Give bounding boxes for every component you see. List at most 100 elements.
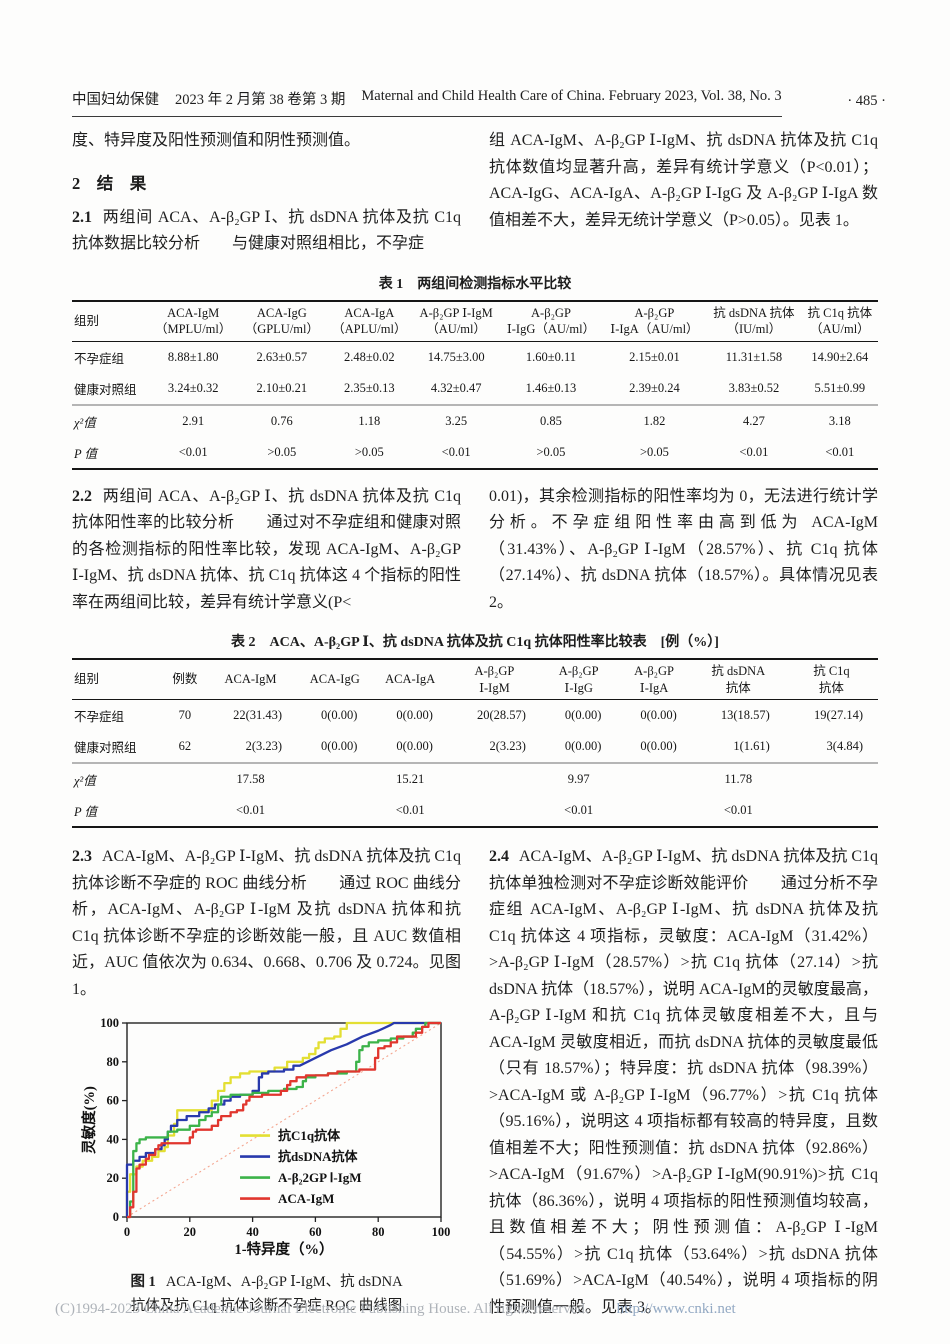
column-header: A-β₂GP Ⅰ-IgM （AU/ml）	[413, 300, 500, 342]
roc-curve-ACA-IgM	[126, 1021, 441, 1219]
band-c: 2.3 ACA-IgM、A-β₂GP Ⅰ-IgM、抗 dsDNA 抗体及抗 C1q…	[72, 844, 878, 1321]
figure-caption-line1: 图 1 ACA-IgM、A-β₂GP Ⅰ-IgM、抗 dsDNA	[130, 1270, 402, 1294]
table-cell: 14.90±2.64	[811, 349, 869, 364]
column-header: 组别	[72, 659, 166, 700]
svg-text:100: 100	[431, 1225, 450, 1239]
table-cell: >0.05	[536, 444, 566, 459]
table-cell: 0(0.00)	[564, 708, 602, 722]
row-label: χ²值	[72, 762, 166, 795]
table-cell	[166, 795, 204, 827]
table-cell: 2.15±0.01	[629, 349, 680, 364]
table-cell: >0.05	[639, 444, 669, 459]
column-header: ACA-IgM	[203, 659, 298, 700]
table1-block: 表 1 两组间检测指标水平比较 组别 ACA-IgM （MPLU/ml） ACA-Ig…	[72, 273, 878, 470]
table2-container: 组别 例数 ACA-IgM ACA-IgG ACA-IgA A-β₂GP Ⅰ-IgM A-β₂…	[72, 658, 878, 828]
roc-curve-抗C1q抗体	[125, 1021, 441, 1217]
axis-ticks: 0 20 40 60 80 100 0 20 40 60 80 100	[100, 1016, 450, 1239]
table-cell: 1(1.61)	[733, 739, 770, 753]
journal-header-line: 中国妇幼保健 2023 年 2 月第 38 卷第 3 期 Maternal an…	[72, 88, 782, 117]
section-2-3-text: ACA-IgM、A-β₂GP Ⅰ-IgM、抗 dsDNA 抗体及抗 C1q 抗体…	[72, 848, 462, 998]
column-header: ACA-IgA	[372, 659, 448, 700]
table1-container: 组别 ACA-IgM （MPLU/ml） ACA-IgG （GPLU/ml） ACA-Ig…	[72, 299, 878, 470]
svg-text:20: 20	[106, 1171, 119, 1185]
table-row: 健康对照组 3.24±0.32 2.10±0.21 2.35±0.13 4.32±0.4…	[72, 373, 878, 405]
paragraph-intro-tail: 度、特异度及阳性预测值和阴性预测值。	[72, 132, 361, 149]
journal-title-cn: 中国妇幼保健	[72, 92, 159, 108]
table-cell: >0.05	[267, 444, 297, 459]
table-cell: 19(27.14)	[814, 708, 863, 722]
band-b-right-column: 0.01)，其余检测指标的阳性率均为 0，无法进行统计学分析。不孕症组阳性率由高…	[489, 484, 878, 617]
table-cell: >0.05	[354, 444, 384, 459]
table-cell: <0.01	[236, 803, 265, 817]
column-header: 抗 C1q 抗体 （AU/ml）	[801, 300, 878, 342]
svg-text:20: 20	[183, 1225, 196, 1239]
table-cell: <0.01	[564, 803, 594, 817]
section-2-3-number: 2.3	[72, 848, 92, 865]
section-2-4-paragraph: 2.4 ACA-IgM、A-β₂GP Ⅰ-IgM、抗 dsDNA 抗体及抗 C1q…	[489, 844, 878, 1321]
table-cell: <0.01	[395, 803, 425, 817]
column-header: 抗 dsDNA 抗体	[691, 659, 785, 700]
column-header: 例数	[165, 659, 204, 700]
table-cell: 9.97	[540, 762, 617, 795]
roc-curve-A-β₂2GP Ⅰ-IgM	[126, 1021, 441, 1219]
table-row: 不孕症组 70 22(31.43) 0(0.00) 0(0.00) 20(28.57) 0(…	[72, 700, 878, 732]
row-label: P 值	[74, 446, 98, 461]
table-cell: <0.01	[825, 444, 855, 459]
figure-caption-text1: ACA-IgM、A-β₂GP Ⅰ-IgM、抗 dsDNA	[165, 1274, 403, 1290]
svg-text:60: 60	[309, 1225, 322, 1239]
section-2-1-continuation: 组 ACA-IgM、A-β₂GP Ⅰ-IgM、抗 dsDNA 抗体及抗 C1q …	[489, 132, 878, 229]
table-cell: 1.46±0.13	[525, 380, 577, 395]
svg-text:100: 100	[100, 1016, 119, 1030]
table-cell: 1.82	[602, 403, 707, 437]
table-cell: 2.48±0.02	[344, 349, 395, 364]
table-cell: 0(0.00)	[640, 739, 677, 753]
cnki-url-link[interactable]: http://www.cnki.net	[616, 1301, 736, 1317]
column-header: ACA-IgM （MPLU/ml）	[148, 300, 239, 342]
svg-text:抗C1q抗体: 抗C1q抗体	[278, 1128, 341, 1143]
row-label: 不孕症组	[74, 710, 125, 724]
table-cell: 15.21	[372, 762, 448, 795]
table-cell: 20(28.57)	[476, 708, 526, 722]
svg-text:40: 40	[106, 1132, 119, 1146]
section-2-3-paragraph: 2.3 ACA-IgM、A-β₂GP Ⅰ-IgM、抗 dsDNA 抗体及抗 C1q…	[72, 844, 461, 1003]
column-header: A-β₂GP Ⅰ-IgG	[540, 659, 617, 700]
x-axis-label: 1-特异度（%）	[234, 1240, 333, 1258]
plot-border	[125, 1022, 442, 1218]
table-cell: 13(18.57)	[720, 708, 770, 722]
page-footer: (C)1994-2023 China Academic Journal Elec…	[55, 1301, 736, 1318]
table-row: 不孕症组 8.88±1.80 2.63±0.57 2.48±0.02 14.75±3.0…	[72, 341, 878, 373]
table-cell: <0.01	[723, 803, 753, 817]
section-2-2-paragraph: 2.2 两组间 ACA、A-β₂GP Ⅰ、抗 dsDNA 抗体及抗 C1q 抗体阳…	[72, 484, 461, 617]
table-row: χ²值 2.91 0.76 1.18 3.25 0.85 1.82 4.27 3.18	[72, 403, 878, 437]
page-header: 中国妇幼保健 2023 年 2 月第 38 卷第 3 期 Maternal an…	[72, 88, 886, 117]
y-axis-label: 灵敏度(%)	[81, 1086, 98, 1154]
table-cell: 14.75±3.00	[427, 349, 485, 364]
table1-title: 表 1 两组间检测指标水平比较	[378, 276, 572, 292]
table-cell	[616, 795, 691, 827]
table-cell: 3(4.84)	[826, 739, 863, 753]
table1: 组别 ACA-IgM （MPLU/ml） ACA-IgG （GPLU/ml） ACA-Ig…	[72, 299, 878, 470]
table-cell: <0.01	[178, 444, 208, 459]
table-cell: 0.76	[238, 403, 326, 437]
table-cell: 0(0.00)	[640, 708, 677, 722]
table-cell	[616, 762, 692, 795]
table-cell: 1.60±0.11	[525, 349, 577, 364]
table-cell: 8.88±1.80	[167, 349, 219, 364]
table-cell: 0(0.00)	[321, 708, 358, 722]
diagonal-reference-line	[126, 1022, 441, 1218]
table-cell	[297, 762, 373, 795]
figure-caption-line2: 抗体及抗 C1q 抗体诊断不孕症 ROC 曲线图	[130, 1298, 403, 1314]
table-cell: 4.27	[706, 403, 802, 437]
section-2-2-text: 两组间 ACA、A-β₂GP Ⅰ、抗 dsDNA 抗体及抗 C1q 抗体阳性率的…	[72, 487, 461, 611]
table-cell: 2.10±0.21	[256, 380, 308, 395]
column-header: A-β₂GP Ⅰ-IgM	[447, 659, 541, 700]
band-b: 2.2 两组间 ACA、A-β₂GP Ⅰ、抗 dsDNA 抗体及抗 C1q 抗体阳…	[72, 484, 878, 617]
svg-text:ACA-IgM: ACA-IgM	[278, 1191, 334, 1206]
column-header: 抗 dsDNA 抗体 （IU/ml）	[706, 300, 802, 342]
column-header: A-β₂GP Ⅰ-IgG（AU/ml）	[499, 300, 603, 342]
table-cell: 11.78	[691, 762, 785, 795]
figure-1: 0 20 40 60 80 100 0 20 40 60 80 100 抗C1q抗体 抗dsDNA抗体 A-…	[72, 1015, 461, 1318]
svg-text:40: 40	[246, 1225, 259, 1239]
table-cell: 22(31.43)	[233, 708, 283, 722]
table-cell	[784, 762, 878, 795]
